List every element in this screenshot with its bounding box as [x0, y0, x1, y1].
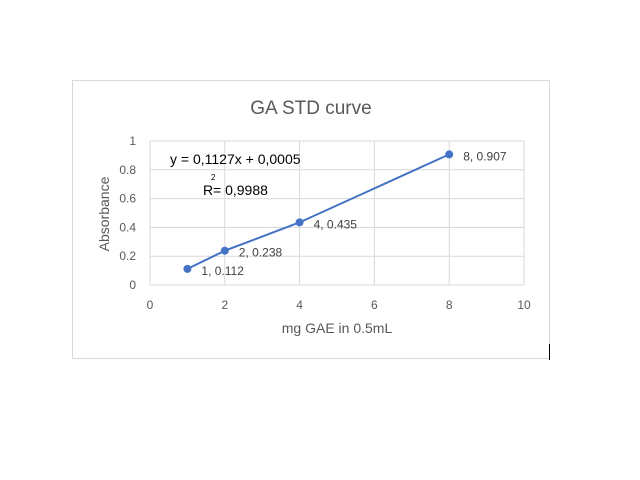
data-label: 1, 0.112	[201, 264, 244, 278]
chart-title: GA STD curve	[250, 98, 371, 119]
series-layer	[183, 150, 454, 273]
data-label: 4, 0.435	[314, 217, 358, 231]
y-tick-label: 0	[129, 278, 136, 292]
r-squared-value: = 0,9988	[213, 182, 268, 198]
data-label: 2, 0.238	[239, 246, 283, 260]
x-tick-label: 0	[147, 298, 154, 312]
y-tick-label: 1	[129, 134, 136, 148]
chart-frame	[72, 80, 550, 359]
data-point	[183, 264, 192, 273]
data-label: 8, 0.907	[463, 149, 507, 163]
x-tick-label: 2	[221, 298, 228, 312]
x-axis-title: mg GAE in 0.5mL	[282, 320, 393, 336]
x-tick-label: 6	[371, 298, 378, 312]
data-point	[445, 150, 454, 159]
y-tick-label: 0.6	[119, 192, 136, 206]
y-axis-title: Absorbance	[96, 176, 112, 251]
label-layer: 1, 0.112 2, 0.238 4, 0.435 8, 0.907	[201, 149, 506, 277]
x-tick-label: 4	[296, 298, 303, 312]
trendline-equation: y = 0,1127x + 0,0005	[170, 151, 301, 167]
y-tick-label: 0.8	[119, 163, 136, 177]
tick-layer: 00.20.40.60.810 2 4 6 8 10	[119, 134, 531, 312]
x-tick-label: 10	[517, 298, 531, 312]
y-tick-label: 0.2	[119, 249, 136, 263]
data-point	[220, 246, 229, 255]
y-tick-label: 0.4	[119, 220, 136, 234]
edge-mark	[549, 344, 550, 360]
r-squared-symbol: R	[203, 182, 213, 198]
data-point	[295, 218, 304, 227]
x-tick-label: 8	[446, 298, 453, 312]
grid-layer	[149, 140, 525, 286]
r-squared-exponent: 2	[211, 173, 216, 182]
series-line	[186, 153, 450, 270]
